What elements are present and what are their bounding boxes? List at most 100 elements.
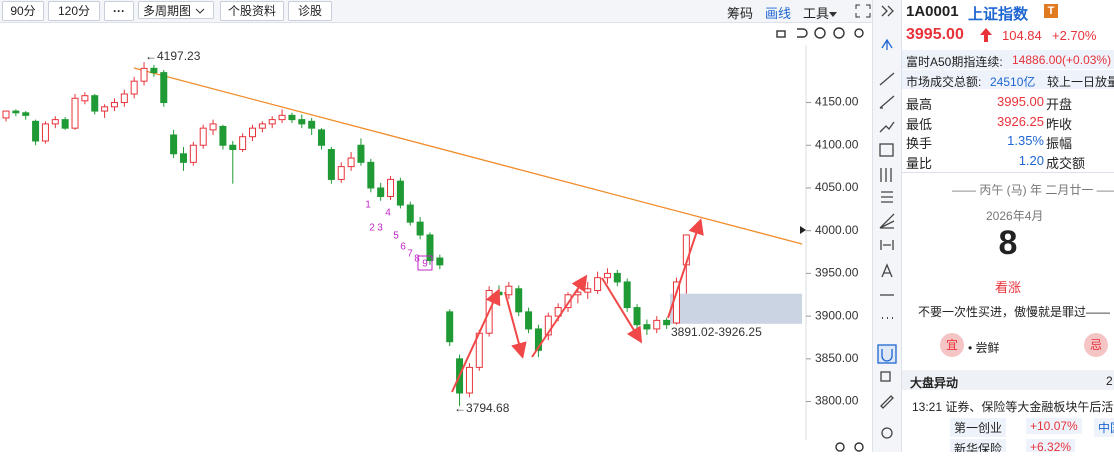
row-label: 换手 <box>906 136 933 151</box>
candle-body <box>298 119 306 125</box>
settings[interactable] <box>854 28 864 38</box>
row-value: 3995.00 <box>997 94 1044 109</box>
candle-body <box>288 114 296 121</box>
zoom-in[interactable] <box>814 27 826 39</box>
candle-body <box>61 119 69 129</box>
candle-body <box>318 129 326 146</box>
stock-name: 第一创业 <box>950 418 1007 437</box>
sequence-label: 9 <box>422 259 428 270</box>
toolbar: 90分 120分 ··· 多周期图 个股资料 诊股 筹码 画线 工具 <box>0 0 872 23</box>
sequence-box <box>417 255 433 271</box>
range-label: 3891.02-3926.25 <box>671 325 762 339</box>
chart-tools[interactable] <box>776 27 864 452</box>
candle-body <box>594 277 602 291</box>
magnet-icon <box>881 349 893 362</box>
sequence-label: 7 <box>407 249 413 260</box>
tools-button[interactable]: 工具 <box>803 3 838 22</box>
divider <box>902 172 1114 173</box>
lock-icon[interactable] <box>776 30 786 38</box>
candle-body <box>347 157 355 168</box>
pin-icon[interactable] <box>881 38 893 50</box>
up-arrow <box>980 28 992 42</box>
rect-tool[interactable] <box>879 143 894 157</box>
candle-body <box>387 178 395 198</box>
stock-code: 1A0001 <box>906 3 959 20</box>
ray-tool[interactable] <box>879 95 895 109</box>
zoom-out[interactable] <box>833 27 845 39</box>
change-pct: +2.70% <box>1052 28 1097 43</box>
undo-icon[interactable] <box>797 28 808 38</box>
a50-row <box>902 50 1114 69</box>
candle-body <box>22 112 30 116</box>
price: 3995.00 <box>906 26 964 43</box>
candle-body <box>219 125 227 146</box>
candle-body <box>357 144 365 163</box>
stock-change: +10.07% <box>1026 418 1082 434</box>
candle-body <box>160 72 168 104</box>
candle-body <box>71 97 79 129</box>
candle-body <box>2 110 10 119</box>
row-value: 1.35% <box>1007 133 1044 148</box>
eye-tool[interactable] <box>881 427 893 439</box>
trend-arrow <box>601 277 643 344</box>
candle-body <box>367 161 375 189</box>
line-tool[interactable] <box>879 72 895 86</box>
candle-body <box>209 123 217 131</box>
row-label: 量比 <box>906 155 933 171</box>
candle-body <box>81 95 89 102</box>
settings[interactable] <box>854 442 864 452</box>
wave-tool[interactable] <box>879 121 895 133</box>
candle-body <box>663 319 671 326</box>
y-tick-label: 3950.00 <box>815 266 859 280</box>
y-tick-label: 4100.00 <box>815 137 859 151</box>
candle-body <box>258 123 266 129</box>
period-button[interactable]: 120分 <box>48 1 100 21</box>
trend-arrow <box>451 288 501 393</box>
text-tool[interactable] <box>881 263 893 278</box>
profile-button[interactable]: 个股资料 <box>220 1 284 21</box>
candle-body <box>515 288 523 313</box>
candle-body <box>101 106 109 112</box>
day: 8 <box>998 224 1018 262</box>
dropdown-icon <box>829 12 838 17</box>
row-label: 最低 <box>906 116 933 132</box>
news-headline[interactable]: 13:21 证券、保险等大金融板块午后活 <box>912 400 1114 414</box>
multi-period[interactable]: 多周期图 <box>138 1 214 19</box>
candle-body <box>120 93 128 104</box>
row-label: 振幅 <box>1046 136 1073 151</box>
collapse-icon[interactable] <box>881 5 894 17</box>
fullscreen-icon[interactable] <box>855 4 871 18</box>
fan-tool[interactable] <box>879 213 895 229</box>
candle-body <box>406 204 414 223</box>
settings[interactable] <box>835 442 845 452</box>
row-label: 最高 <box>906 97 933 112</box>
candle-body <box>278 114 286 121</box>
chart: 4150.00 4100.00 4050.00 4000.00 3950.00 3900.… <box>2 27 864 452</box>
period-button[interactable]: 90分 <box>2 1 44 21</box>
high-label: ←4197.23 <box>145 49 201 63</box>
copy-tool[interactable] <box>880 371 891 382</box>
candle-body <box>396 180 404 206</box>
diagnose-button[interactable]: 诊股 <box>288 1 332 21</box>
candle-body <box>308 120 316 129</box>
candle-body <box>337 166 345 180</box>
month: 2026年4月 <box>986 209 1044 223</box>
chips-button[interactable]: 筹码 <box>727 6 754 21</box>
row-label: 开盘 <box>1046 97 1073 112</box>
candle-body <box>436 257 444 266</box>
edit-tool[interactable] <box>880 395 894 409</box>
news-title: 大盘异动 <box>910 376 959 390</box>
magnet-tool[interactable] <box>877 344 897 364</box>
draw-button[interactable]: 画线 <box>765 6 792 21</box>
trend-line <box>133 67 803 245</box>
fib-tool[interactable] <box>880 168 892 182</box>
more-button[interactable]: ··· <box>104 1 134 21</box>
row-label: 昨收 <box>1046 116 1073 132</box>
turnover-note: 较上一日放量 <box>1047 75 1114 89</box>
candle-body <box>584 288 592 293</box>
measure-tool[interactable] <box>880 240 894 250</box>
candle-body <box>613 272 621 283</box>
channel-tool[interactable] <box>881 191 893 203</box>
trend-arrow <box>504 291 527 359</box>
candle-body <box>534 328 542 351</box>
